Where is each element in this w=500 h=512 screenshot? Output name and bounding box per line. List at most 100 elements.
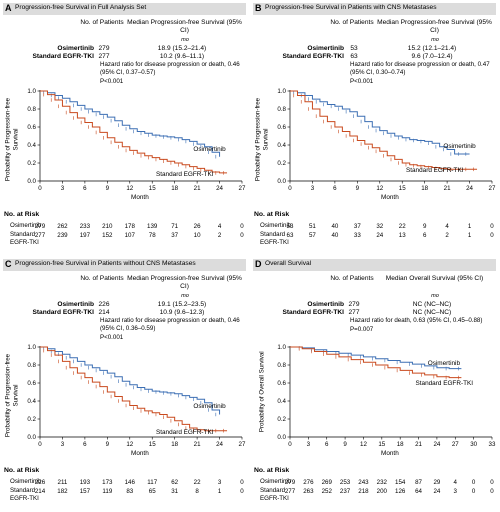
hazard-ratio-text: Hazard ratio for death, 0.63 (95% CI, 0.… [350,317,483,324]
series-label-osimertinib: Osimertinib [193,145,226,153]
risk-value: 8 [195,488,199,495]
panel-title-band [253,259,496,271]
x-tick-label: 15 [378,441,385,448]
km-curve-standard [290,346,462,379]
header-patients: No. of Patients [330,275,374,282]
risk-value: 200 [377,488,388,495]
header-median: Median Overall Survival (95% CI) [385,275,484,282]
summary-row-n: 63 [350,53,358,60]
chart-panel-a: A Progression-free Survival in Full Analy… [0,0,250,256]
risk-value: 3 [454,488,458,495]
chart-panel-c: C Progression-free Survival in Patients w… [0,256,250,512]
panel-title: Overall Survival [265,260,312,267]
panel-letter: A [5,3,12,13]
risk-value: 277 [285,488,296,495]
series-label-standard: Standard EGFR-TKI [405,167,464,175]
x-axis-label: Month [131,194,149,201]
risk-value: 10 [194,232,201,239]
risk-value: 226 [35,479,46,486]
risk-value: 0 [240,488,244,495]
risk-row-label: Osimertinib [260,478,292,485]
panel-title: Progression-free Survival in Full Analys… [15,4,147,11]
x-tick-label: 9 [356,185,360,192]
header-median: Median Progression-free Survival (95% CI… [127,275,242,290]
risk-value: 233 [80,223,91,230]
median-unit: mo [431,37,439,43]
summary-row-n: 214 [98,309,110,316]
x-tick-label: 15 [149,185,156,192]
risk-value: 239 [57,232,68,239]
y-tick-label: 0.0 [277,434,286,441]
risk-value: 197 [80,232,91,239]
risk-value: 0 [490,488,494,495]
risk-value: 279 [285,479,296,486]
summary-row-median: 10.2 (9.6–11.1) [159,53,205,60]
x-tick-label: 24 [216,185,223,192]
x-tick-label: 18 [397,441,404,448]
risk-table-title: No. at Risk [4,467,40,474]
y-tick-label: 0.0 [277,178,286,185]
risk-value: 4 [445,223,449,230]
risk-value: 152 [102,232,113,239]
x-tick-label: 6 [325,441,329,448]
x-tick-label: 9 [106,441,110,448]
risk-value: 62 [171,479,178,486]
x-tick-label: 0 [38,441,42,448]
series-label-standard: Standard EGFR-TKI [155,170,214,178]
risk-value: 107 [125,232,136,239]
risk-row-label: Standard EGFR-TKI [260,231,289,246]
risk-value: 78 [149,232,156,239]
risk-value: 263 [303,488,314,495]
risk-value: 57 [309,232,316,239]
x-tick-label: 6 [333,185,337,192]
y-tick-label: 0.8 [277,362,286,369]
risk-value: 276 [303,479,314,486]
risk-value: 37 [171,232,178,239]
summary-row-label: Osimertinib [57,45,94,52]
p-value: P<0.001 [100,78,124,85]
risk-value: 0 [490,223,494,230]
km-curve-standard [40,90,228,174]
panel-letter: B [255,3,262,13]
risk-value: 269 [322,479,333,486]
risk-row-label: Osimertinib [10,222,42,229]
risk-value: 32 [376,223,383,230]
summary-row-label: Standard EGFR-TKI [282,309,344,316]
x-tick-label: 18 [171,185,178,192]
risk-value: 173 [102,479,113,486]
risk-value: 26 [194,223,201,230]
risk-value: 22 [399,223,406,230]
panel-title: Progression-free Survival in Patients wi… [265,4,437,11]
summary-row-median: NC (NC–NC) [412,309,452,316]
y-tick-label: 0.4 [27,398,36,405]
risk-value: 262 [57,223,68,230]
x-tick-label: 15 [149,441,156,448]
km-curve-osimertinib [40,346,221,415]
risk-value: 279 [35,223,46,230]
km-curve-standard [290,90,478,170]
header-median: Median Progression-free Survival (95% CI… [377,19,492,34]
panel-letter: C [5,259,12,269]
panel-title-band [3,3,246,15]
summary-row-label: Osimertinib [307,301,344,308]
risk-value: 40 [331,223,338,230]
x-tick-label: 12 [126,441,133,448]
risk-value: 237 [340,488,351,495]
risk-value: 24 [433,488,440,495]
summary-row-n: 277 [98,53,110,60]
risk-value: 243 [358,479,369,486]
risk-table-title: No. at Risk [254,211,290,218]
risk-value: 182 [57,488,68,495]
x-tick-label: 30 [470,441,477,448]
x-tick-label: 27 [452,441,459,448]
x-tick-label: 12 [376,185,383,192]
risk-value: 119 [102,488,112,495]
risk-value: 29 [433,479,440,486]
x-tick-label: 0 [288,441,292,448]
series-label-osimertinib: Osimertinib [427,359,461,367]
y-tick-label: 0.4 [277,398,286,405]
summary-row-median: NC (NC–NC) [412,301,452,308]
summary-row-median: 18.9 (15.2–21.4) [157,45,207,52]
